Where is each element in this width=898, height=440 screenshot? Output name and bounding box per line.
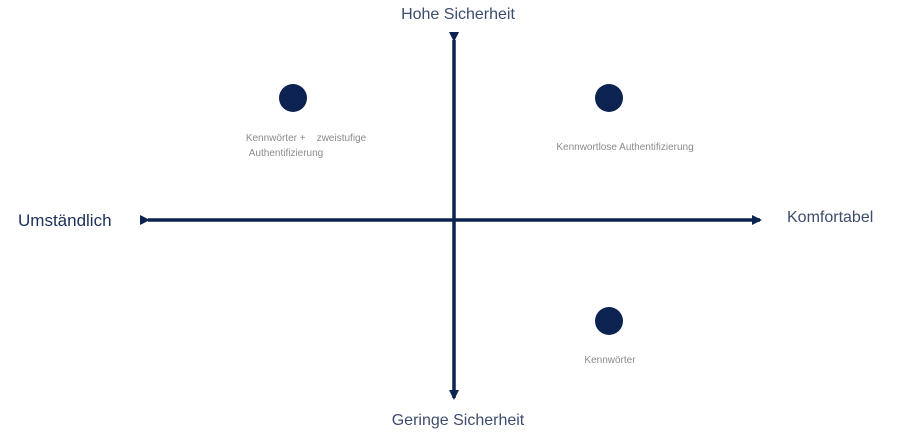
point-passwords-2fa <box>279 84 307 112</box>
point-passwordless <box>595 84 623 112</box>
point-passwords <box>595 307 623 335</box>
label-passwords-2fa: Kennwörter + zweistufige Authentifizieru… <box>226 131 386 161</box>
label-passwords-2fa-line1: Kennwörter + zweistufige <box>245 133 367 144</box>
axis-label-cumbersome: Umständlich <box>18 211 112 230</box>
axis-label-comfortable: Komfortabel <box>787 209 874 226</box>
label-passwords: Kennwörter <box>584 355 636 366</box>
axis-label-high-security: Hohe Sicherheit <box>401 6 515 23</box>
axis-label-low-security: Geringe Sicherheit <box>391 412 525 429</box>
label-passwordless: Kennwortlose Authentifizierung <box>556 142 694 153</box>
label-passwords-2fa-line2: Authentifizierung <box>248 148 324 159</box>
